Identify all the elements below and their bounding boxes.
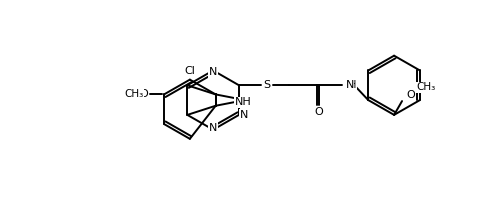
Text: CH₃: CH₃ [416, 82, 435, 92]
Text: O: O [314, 107, 323, 117]
Text: N: N [346, 80, 354, 90]
Text: CH₃: CH₃ [124, 89, 144, 99]
Text: N: N [240, 110, 248, 120]
Text: O: O [139, 89, 148, 99]
Text: H: H [349, 80, 357, 90]
Text: N: N [209, 123, 217, 133]
Text: Cl: Cl [185, 66, 195, 76]
Text: O: O [406, 90, 415, 100]
Text: NH: NH [235, 97, 251, 107]
Text: N: N [209, 68, 217, 78]
Text: S: S [263, 80, 270, 90]
